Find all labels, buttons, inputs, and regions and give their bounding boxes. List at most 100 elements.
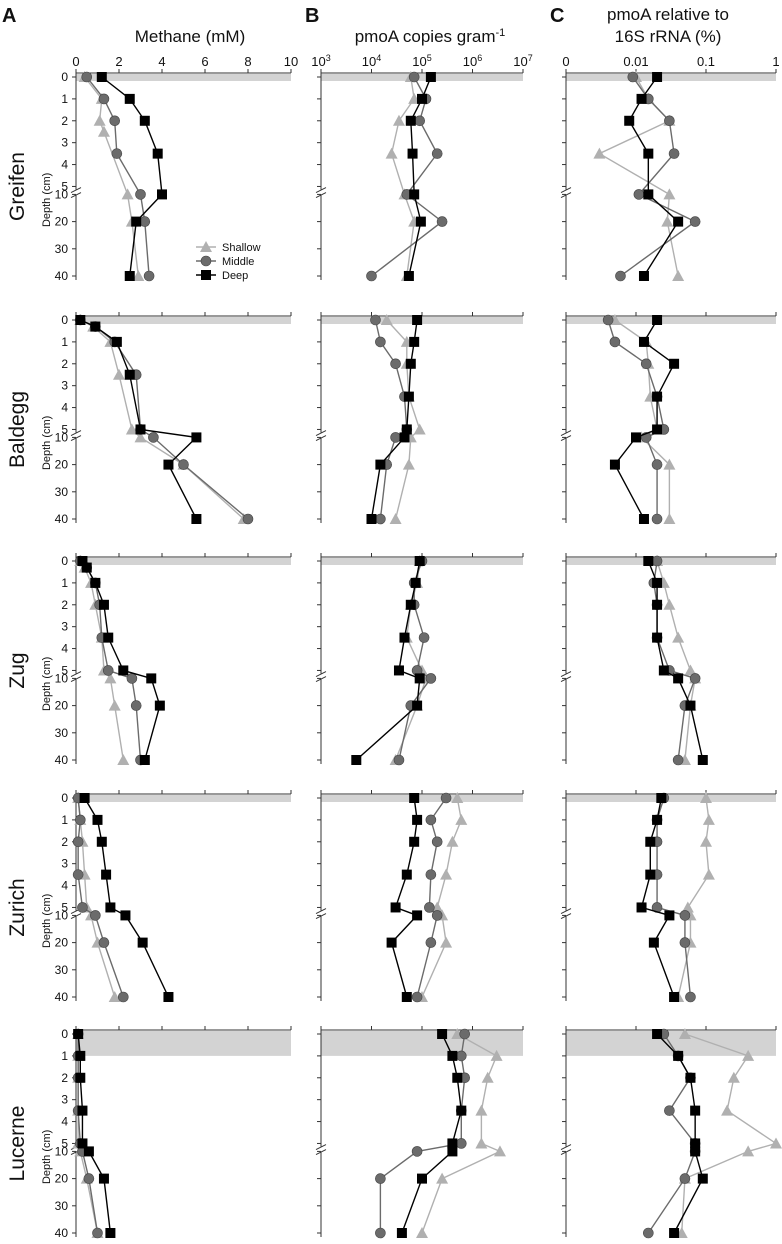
data-point-deep-1	[111, 336, 122, 347]
panel-b-lucerne	[315, 1026, 524, 1239]
data-point-shallow-1	[742, 1049, 755, 1061]
data-point-deep-3.5	[77, 1105, 88, 1116]
data-point-deep-3.5	[456, 1105, 467, 1116]
data-point-deep-1	[409, 336, 420, 347]
data-point-middle-0	[627, 71, 639, 83]
data-point-deep-2	[405, 599, 416, 610]
lake-label: Zug	[6, 652, 29, 688]
data-point-deep-2	[645, 836, 656, 847]
series-shallow	[74, 555, 130, 765]
depth-tick-label: 10	[55, 671, 69, 685]
surface-shading	[76, 1031, 291, 1056]
data-point-middle-20	[130, 700, 142, 711]
data-point-deep-10	[412, 910, 423, 921]
surface-shading	[566, 1031, 776, 1056]
depth-axis-label: Depth (cm)	[41, 416, 53, 470]
data-point-deep-10	[146, 673, 157, 684]
panel-a-greifen: 0 1 2 3 4 510 20 30 40 Depth (cm)	[41, 69, 292, 283]
series-middle	[366, 71, 448, 282]
data-point-deep-1	[412, 814, 423, 825]
data-point-middle-20	[651, 459, 663, 470]
data-point-middle-20	[375, 1173, 386, 1184]
data-point-deep-40	[139, 755, 150, 765]
data-point-shallow-5	[684, 664, 697, 676]
series-line-deep	[401, 1033, 463, 1234]
data-point-deep-20	[137, 937, 148, 948]
data-point-deep-5	[636, 902, 647, 913]
depth-tick-label: 3	[61, 620, 68, 634]
data-point-deep-40	[401, 992, 412, 1002]
series-shallow	[675, 1028, 782, 1238]
depth-tick-label: 0	[61, 313, 68, 327]
data-point-deep-10	[399, 432, 410, 443]
axis-break-mark	[560, 671, 572, 677]
data-point-middle-1	[425, 814, 437, 826]
data-point-deep-0	[96, 72, 107, 82]
panel-letter-c: C	[550, 5, 564, 27]
depth-tick-label: 1	[61, 1049, 68, 1063]
data-point-shallow-10	[121, 188, 134, 200]
data-point-shallow-3.5	[475, 1104, 488, 1116]
depth-tick-label: 1	[61, 576, 68, 590]
data-point-deep-1	[638, 336, 649, 347]
top-tick-label-a-5: 10	[284, 54, 298, 69]
data-point-middle-0	[81, 71, 93, 83]
legend-item-middle: Middle	[196, 255, 254, 268]
series-deep	[636, 793, 680, 1002]
data-point-deep-2	[624, 115, 635, 126]
series-line-deep	[614, 319, 675, 520]
data-point-deep-5	[135, 424, 146, 435]
data-point-shallow-40	[132, 270, 145, 281]
data-point-middle-40	[651, 513, 663, 525]
data-point-deep-1	[652, 577, 663, 588]
data-point-deep-0	[79, 793, 90, 803]
panel-c-baldegg	[560, 312, 777, 525]
data-point-shallow-3.5	[702, 868, 715, 880]
depth-tick-label: 4	[61, 158, 68, 172]
data-point-shallow-10	[663, 188, 676, 200]
data-point-middle-0	[651, 555, 663, 567]
data-point-deep-20	[609, 459, 620, 470]
data-point-middle-1	[75, 814, 86, 826]
axis-break-mark	[560, 676, 572, 682]
depth-tick-label: 3	[61, 1093, 68, 1107]
series-line-middle	[77, 1034, 99, 1234]
data-point-shallow-5	[475, 1137, 488, 1149]
data-point-deep-10	[643, 189, 654, 200]
series-deep	[77, 556, 165, 765]
data-point-middle-3.5	[668, 148, 680, 159]
series-shallow	[416, 1028, 506, 1238]
data-point-middle-0	[440, 792, 452, 804]
depth-axis-label: Depth (cm)	[41, 173, 53, 227]
top-tick-label-c-2: 0.1	[697, 54, 715, 69]
axis-break-mark	[315, 671, 327, 677]
series-deep	[79, 793, 174, 1002]
data-point-shallow-5	[125, 423, 138, 435]
series-middle	[602, 314, 670, 525]
data-point-shallow-20	[108, 699, 121, 711]
series-line-shallow	[681, 1033, 778, 1234]
surface-shading	[321, 795, 523, 802]
data-point-deep-10	[157, 189, 167, 200]
series-line-middle	[620, 76, 697, 277]
data-point-deep-1	[410, 577, 421, 588]
data-point-shallow-10	[742, 1145, 755, 1157]
axis-break-mark	[560, 913, 572, 919]
axis-break-mark	[70, 430, 82, 436]
depth-tick-label: 20	[55, 936, 69, 950]
top-tick-label-a-2: 4	[158, 54, 165, 69]
series-line-shallow	[597, 76, 679, 277]
data-point-deep-40	[105, 1228, 116, 1238]
panel-a-zurich: 0 1 2 3 4 510 20 30 40 Depth (cm)	[41, 790, 292, 1004]
top-tick-label-a-4: 8	[244, 54, 251, 69]
data-point-middle-10	[679, 910, 691, 921]
data-point-deep-5	[652, 424, 663, 435]
data-point-deep-3.5	[407, 148, 418, 159]
data-point-deep-3.5	[103, 632, 114, 643]
data-point-middle-40	[615, 270, 626, 282]
data-point-middle-10	[633, 189, 645, 200]
top-tick-label-b-0: 103	[311, 53, 330, 69]
series-line-middle	[80, 319, 249, 520]
depth-tick-label: 0	[61, 554, 68, 568]
